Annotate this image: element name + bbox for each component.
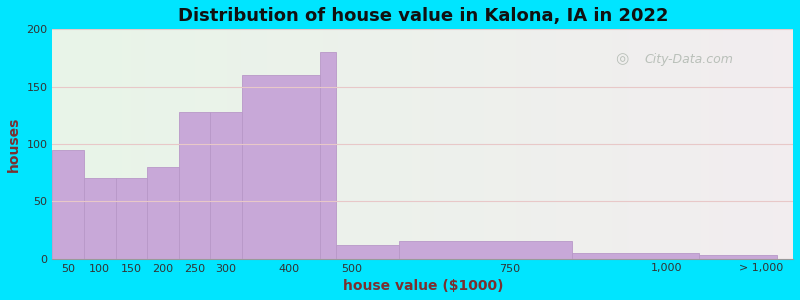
- Bar: [242, 75, 320, 259]
- Bar: [399, 242, 573, 259]
- Y-axis label: houses: houses: [7, 116, 21, 172]
- Bar: [147, 167, 178, 259]
- X-axis label: house value ($1000): house value ($1000): [342, 279, 503, 293]
- Bar: [320, 52, 336, 259]
- Bar: [178, 112, 210, 259]
- Title: Distribution of house value in Kalona, IA in 2022: Distribution of house value in Kalona, I…: [178, 7, 668, 25]
- Text: City-Data.com: City-Data.com: [645, 52, 734, 66]
- Bar: [210, 112, 242, 259]
- Bar: [53, 150, 84, 259]
- Bar: [84, 178, 115, 259]
- Bar: [336, 245, 399, 259]
- Bar: [698, 255, 778, 259]
- Text: ◎: ◎: [615, 52, 629, 67]
- Bar: [115, 178, 147, 259]
- Bar: [573, 253, 698, 259]
